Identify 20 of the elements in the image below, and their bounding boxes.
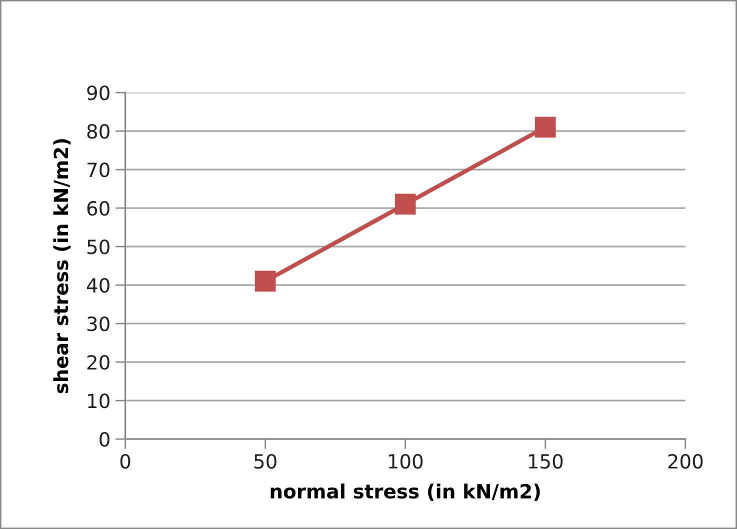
y-tick-label: 30 bbox=[87, 316, 110, 332]
point bbox=[394, 194, 416, 215]
y-tick-label: 40 bbox=[86, 278, 110, 293]
y-tick-label: 20 bbox=[87, 355, 110, 370]
x-axis-title: normal stress (in kN/m2) bbox=[270, 484, 540, 501]
y-tick-label: 10 bbox=[88, 394, 110, 408]
point bbox=[254, 270, 276, 292]
y-axis-title: shear stress (in kN/m2) bbox=[53, 139, 71, 394]
x-tick-label: 0 bbox=[120, 454, 130, 469]
y-tick-label: 90 bbox=[87, 86, 110, 100]
x-tick-label: 50 bbox=[254, 454, 276, 469]
x-tick-label: 200 bbox=[668, 454, 703, 469]
y-tick-label: 60 bbox=[87, 201, 110, 216]
point bbox=[534, 116, 556, 138]
y-tick-label: 50 bbox=[87, 240, 110, 254]
y-tick-label: 0 bbox=[100, 432, 110, 447]
y-tick-label: 80 bbox=[87, 124, 110, 139]
y-tick-label: 70 bbox=[88, 162, 110, 178]
x-tick-label: 150 bbox=[528, 454, 563, 469]
x-tick-label: 100 bbox=[388, 454, 423, 469]
